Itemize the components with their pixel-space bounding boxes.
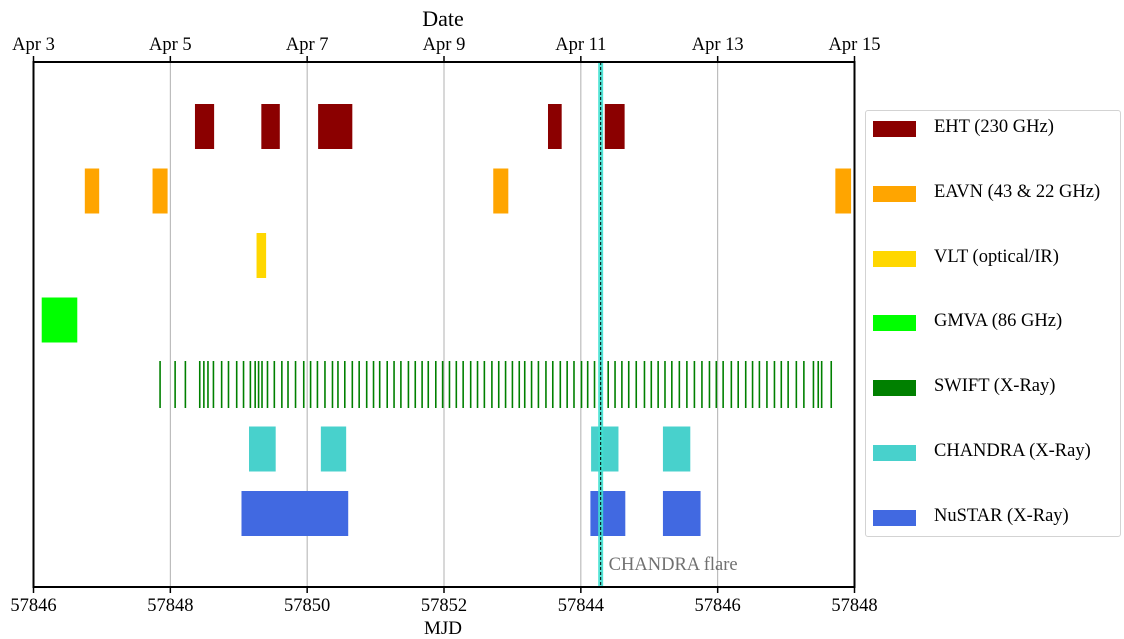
top-tick-label: Apr 9 — [423, 35, 466, 55]
bottom-tick-label: 57844 — [558, 596, 604, 616]
legend-swatch — [873, 380, 916, 397]
legend-swatch — [873, 315, 916, 332]
observation-bar — [256, 233, 267, 278]
axis-ticks: Apr 3 57846 Apr 5 57848 Apr 7 57850 Apr 9 57852… — [10, 35, 880, 616]
observation-bar — [493, 168, 509, 214]
legend: EHT (230 GHz) EAVN (43 & 22 GHz) VLT (opti… — [865, 110, 1121, 537]
legend-swatch — [873, 445, 916, 461]
legend-label: VLT (optical/IR) — [934, 246, 1059, 267]
legend-label: EHT (230 GHz) — [934, 117, 1054, 137]
observation-bar — [194, 104, 215, 149]
bottom-tick-label: 57846 — [695, 596, 741, 616]
bottom-tick-label: 57848 — [147, 596, 193, 616]
top-tick-label: Apr 11 — [555, 35, 606, 55]
legend-label: SWIFT (X-Ray) — [934, 376, 1056, 397]
bottom-tick-label: 57852 — [421, 596, 467, 616]
observation-bar — [590, 491, 626, 536]
legend-swatch — [873, 250, 916, 267]
observation-bar — [662, 426, 691, 472]
observation-bars — [41, 104, 852, 536]
legend-swatch — [873, 121, 916, 137]
bottom-tick-label: 57850 — [284, 596, 330, 616]
top-axis-title: Date — [422, 6, 464, 31]
legend-item: CHANDRA (X-Ray) — [873, 441, 1117, 463]
observation-bar — [261, 104, 280, 149]
legend-label: NuSTAR (X-Ray) — [934, 505, 1069, 526]
legend-item: VLT (optical/IR) — [873, 246, 1117, 269]
legend-label: EAVN (43 & 22 GHz) — [934, 181, 1101, 202]
top-tick-label: Apr 5 — [149, 35, 192, 55]
top-tick-label: Apr 15 — [829, 35, 881, 55]
legend-item: NuSTAR (X-Ray) — [873, 505, 1117, 528]
legend-swatch — [873, 185, 916, 202]
observation-bar — [547, 104, 562, 149]
observation-bar — [318, 104, 353, 149]
legend-item: EHT (230 GHz) — [873, 117, 1117, 139]
observation-bar — [604, 104, 625, 149]
top-tick-label: Apr 3 — [12, 35, 55, 55]
bottom-tick-label: 57846 — [10, 596, 56, 616]
legend-item: SWIFT (X-Ray) — [873, 376, 1117, 398]
observation-bar — [249, 426, 276, 472]
legend-item: GMVA (86 GHz) — [873, 311, 1117, 333]
bottom-tick-label: 57848 — [831, 596, 877, 616]
observation-bar — [41, 297, 78, 343]
observation-bar — [662, 491, 701, 536]
observation-bar — [84, 168, 100, 214]
observation-bar — [835, 168, 852, 214]
legend-item: EAVN (43 & 22 GHz) — [873, 181, 1117, 204]
bottom-axis-title: MJD — [424, 618, 462, 639]
chandra-flare-marker: CHANDRA flare — [598, 62, 738, 587]
flare-label: CHANDRA flare — [609, 555, 738, 575]
observation-bar — [591, 426, 619, 472]
observation-bar — [320, 426, 347, 472]
legend-label: GMVA (86 GHz) — [934, 311, 1063, 332]
legend-swatch — [873, 509, 916, 526]
legend-label: CHANDRA (X-Ray) — [934, 441, 1091, 461]
top-tick-label: Apr 7 — [286, 35, 329, 55]
observation-bar — [241, 491, 349, 536]
observation-bar — [152, 168, 168, 214]
top-tick-label: Apr 13 — [692, 35, 744, 55]
